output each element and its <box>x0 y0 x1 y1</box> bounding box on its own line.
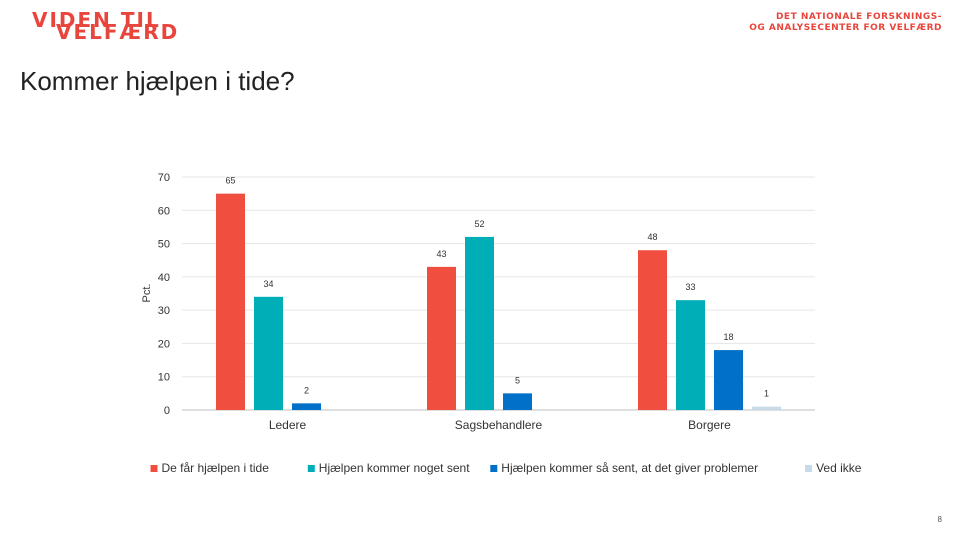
y-tick-label: 40 <box>158 272 170 284</box>
legend-label: De får hjælpen i tide <box>162 461 270 475</box>
bar <box>216 193 245 410</box>
vive-logo: DET NATIONALE FORSKNINGS- OG ANALYSECENT… <box>749 12 942 34</box>
bar <box>752 406 781 410</box>
bar <box>503 393 532 410</box>
data-label: 2 <box>304 385 309 395</box>
data-label: 34 <box>263 279 273 289</box>
data-label: 1 <box>764 389 769 399</box>
bar <box>676 300 705 410</box>
legend-label: Hjælpen kommer noget sent <box>319 461 470 475</box>
y-tick-label: 20 <box>158 338 170 350</box>
y-tick-label: 70 <box>158 172 170 184</box>
logo-left-line1: VIDEN TIL <box>32 8 161 32</box>
x-tick-label: Borgere <box>688 418 731 432</box>
legend-swatch <box>805 465 813 472</box>
bar <box>292 403 321 410</box>
y-tick-label: 0 <box>164 405 170 417</box>
data-label: 5 <box>515 375 520 385</box>
y-tick-label: 10 <box>158 372 170 384</box>
data-label: 52 <box>474 219 484 229</box>
data-label: 48 <box>647 232 657 242</box>
data-label: 18 <box>723 332 733 342</box>
bar <box>714 350 743 410</box>
y-tick-label: 60 <box>158 205 170 217</box>
logo-right-line1: DET NATIONALE FORSKNINGS- <box>775 12 942 22</box>
x-tick-label: Sagsbehandlere <box>455 418 543 432</box>
bar <box>427 266 456 410</box>
data-label: 65 <box>225 176 235 186</box>
legend-label: Hjælpen kommer så sent, at det giver pro… <box>501 461 758 475</box>
data-label: 33 <box>685 282 695 292</box>
logo-left-line2: VELFÆRD <box>56 20 180 44</box>
slide-title: Kommer hjælpen i tide? <box>20 66 295 96</box>
viden-til-velfaerd-logo: VIDEN TIL VELFÆRD <box>32 8 177 42</box>
bar <box>638 250 667 410</box>
legend-swatch <box>490 465 498 472</box>
legend-swatch <box>150 465 158 472</box>
page-number: 8 <box>937 515 942 524</box>
bar <box>465 236 494 410</box>
y-tick-label: 30 <box>158 305 170 317</box>
x-tick-label: Ledere <box>269 418 307 432</box>
legend-swatch <box>307 465 315 472</box>
y-axis-label: Pct. <box>141 284 153 303</box>
data-label: 43 <box>436 249 446 259</box>
bar <box>254 296 283 410</box>
y-tick-label: 50 <box>158 239 170 251</box>
legend-label: Ved ikke <box>816 461 862 475</box>
logo-right-line2: OG ANALYSECENTER FOR VELFÆRD <box>749 23 942 33</box>
